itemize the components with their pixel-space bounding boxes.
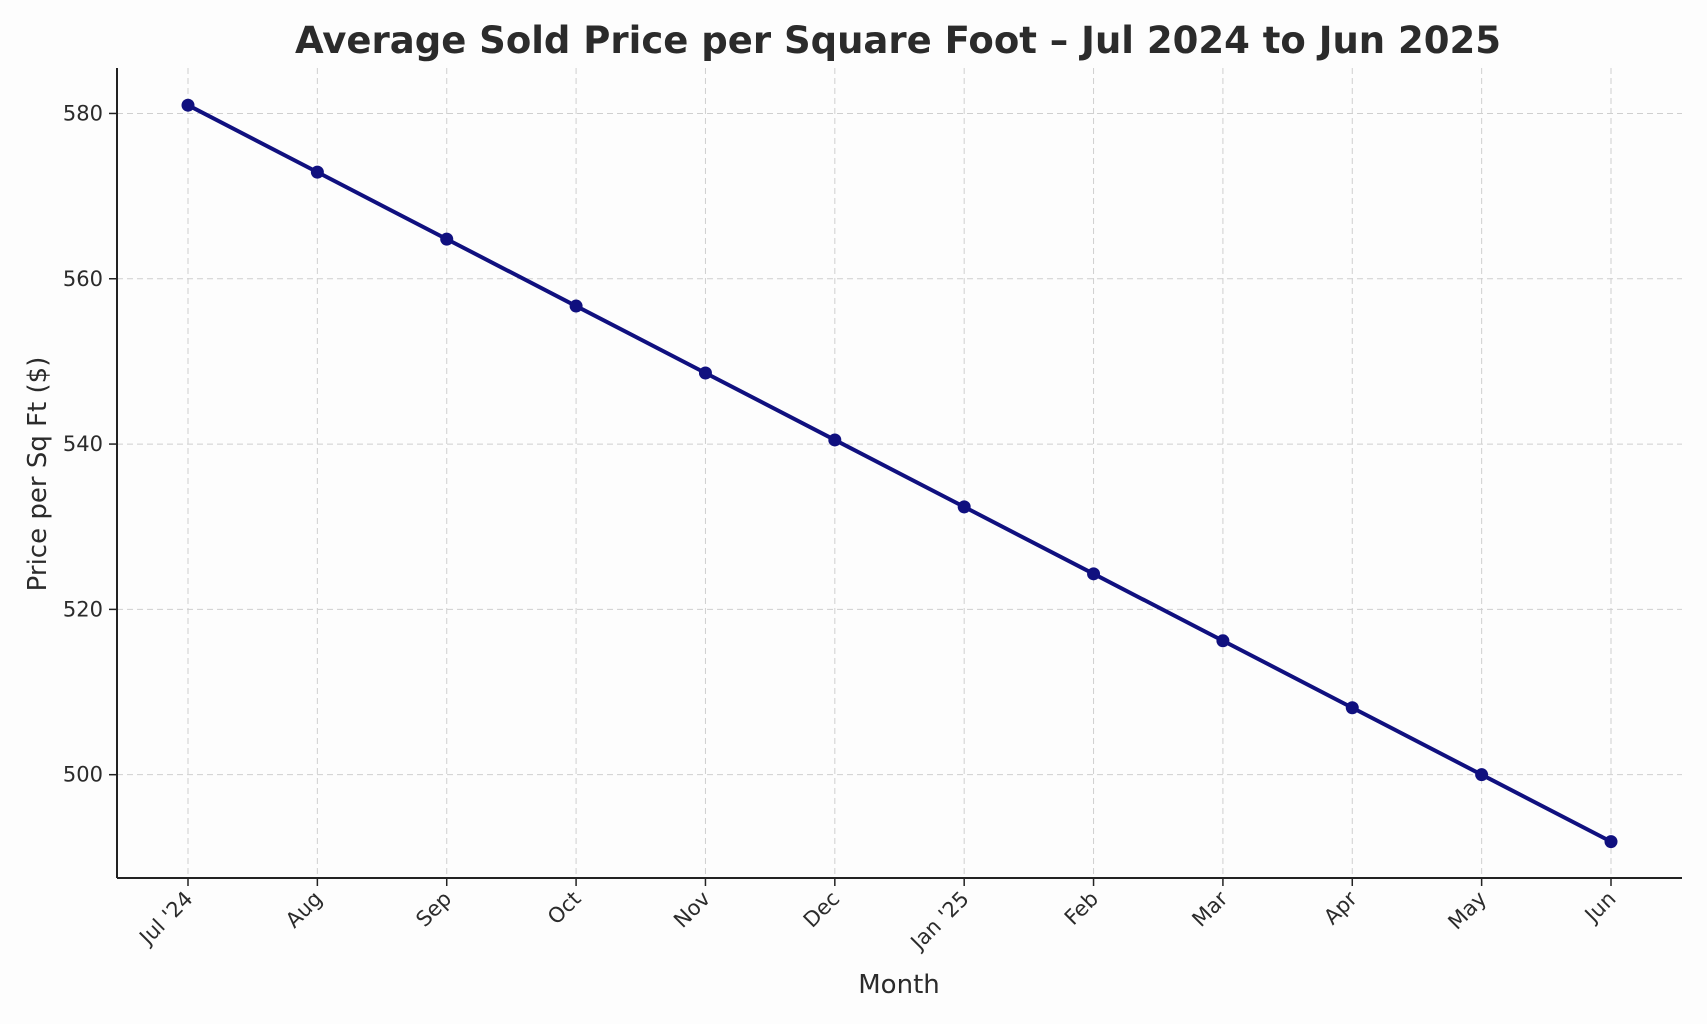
data-point	[181, 98, 195, 112]
y-tick-label: 560	[63, 267, 103, 291]
data-point	[957, 500, 971, 514]
axes	[116, 68, 1682, 879]
grid	[117, 68, 1682, 878]
data-point	[698, 366, 712, 380]
x-axis-label: Month	[858, 970, 940, 1000]
data-point	[440, 232, 454, 246]
y-axis-ticks: 500 520 540 560 580	[63, 101, 117, 787]
data-point	[569, 299, 583, 313]
y-tick-label: 500	[63, 763, 103, 787]
data-point	[310, 165, 324, 179]
y-axis-label: Price per Sq Ft ($)	[23, 357, 53, 592]
data-point	[1475, 768, 1489, 782]
data-point	[1604, 835, 1618, 849]
series	[181, 98, 1618, 849]
chart-title: Average Sold Price per Square Foot – Jul…	[295, 19, 1501, 62]
data-point	[1087, 567, 1101, 581]
data-point	[1216, 634, 1230, 648]
data-point	[1345, 701, 1359, 715]
series-line	[186, 103, 1613, 844]
y-tick-label: 540	[63, 432, 103, 456]
y-tick-label: 580	[63, 101, 103, 125]
y-tick-label: 520	[63, 597, 103, 621]
data-point	[828, 433, 842, 447]
